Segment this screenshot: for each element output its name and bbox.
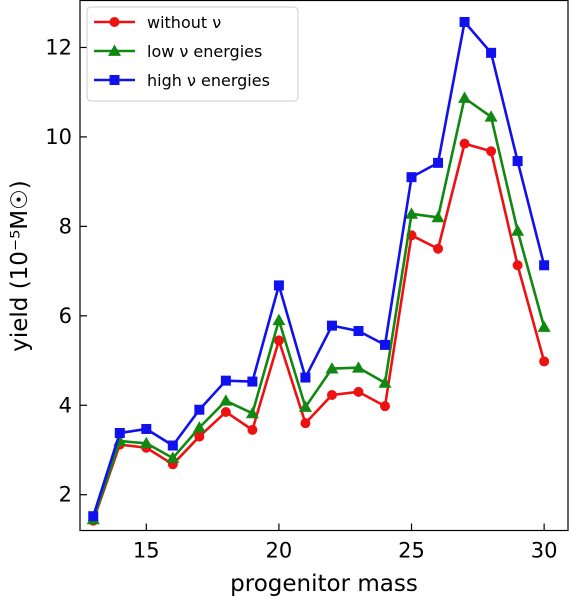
legend-marker [109, 17, 120, 27]
data-point [194, 431, 205, 442]
data-point [539, 356, 550, 367]
x-tick-label: 15 [133, 539, 160, 563]
y-tick-label: 4 [59, 393, 72, 417]
data-point [326, 389, 337, 400]
data-point [459, 138, 470, 149]
x-tick-label: 30 [531, 539, 558, 563]
x-tick-label: 25 [398, 539, 425, 563]
y-tick-label: 2 [59, 483, 72, 507]
data-point [166, 451, 180, 463]
y-tick-label: 8 [59, 214, 72, 238]
data-point [406, 172, 417, 183]
data-point [219, 394, 233, 406]
data-point [326, 320, 337, 331]
data-point [245, 406, 259, 419]
data-point [141, 423, 152, 434]
data-point [405, 207, 419, 219]
data-point [300, 418, 311, 429]
data-point [512, 156, 523, 167]
data-point [139, 436, 153, 449]
data-point [273, 280, 284, 291]
data-point [486, 47, 497, 58]
data-point [194, 404, 205, 415]
data-point [220, 375, 231, 386]
data-point [298, 400, 312, 412]
x-tick-label: 20 [266, 539, 293, 563]
data-series [86, 16, 551, 526]
data-point [537, 320, 551, 332]
legend-label: low ν energies [147, 42, 262, 61]
data-point [458, 91, 472, 103]
data-point [378, 376, 392, 388]
data-point [220, 406, 231, 417]
legend-label: high ν energies [147, 71, 270, 90]
data-point [300, 372, 311, 383]
x-axis-label: progenitor mass [230, 571, 418, 597]
data-point [380, 339, 390, 350]
data-point [512, 260, 523, 271]
data-point [380, 401, 390, 412]
y-tick-label: 10 [45, 125, 72, 149]
data-point [351, 361, 365, 373]
data-point [273, 335, 284, 346]
data-point [272, 313, 286, 326]
data-point [114, 427, 125, 438]
data-point [486, 146, 497, 157]
y-tick-label: 6 [59, 304, 72, 328]
legend-marker [108, 44, 121, 56]
data-point [433, 157, 444, 168]
data-point [431, 210, 445, 223]
data-point [353, 386, 364, 397]
data-point [247, 424, 258, 435]
data-point [192, 421, 206, 433]
data-point [459, 16, 470, 27]
data-point [325, 362, 339, 374]
legend-box [86, 6, 299, 102]
data-point [484, 110, 498, 122]
series-square [88, 16, 550, 522]
data-point [88, 511, 99, 522]
data-point [511, 224, 525, 236]
legend-marker [109, 75, 120, 85]
data-point [433, 243, 444, 254]
y-tick-label: 12 [45, 35, 72, 59]
y-axis-label: yield (10⁻⁵M☉) [7, 180, 33, 352]
data-point [247, 376, 258, 387]
data-point [539, 260, 550, 271]
axis-ticks: 15 20 25 30 2 4 6 8 10 12 [45, 35, 557, 562]
data-point [167, 440, 178, 451]
data-point [353, 326, 364, 337]
legend-label: without ν [147, 13, 221, 32]
legend: without ν low ν energies high ν energies [86, 6, 299, 102]
